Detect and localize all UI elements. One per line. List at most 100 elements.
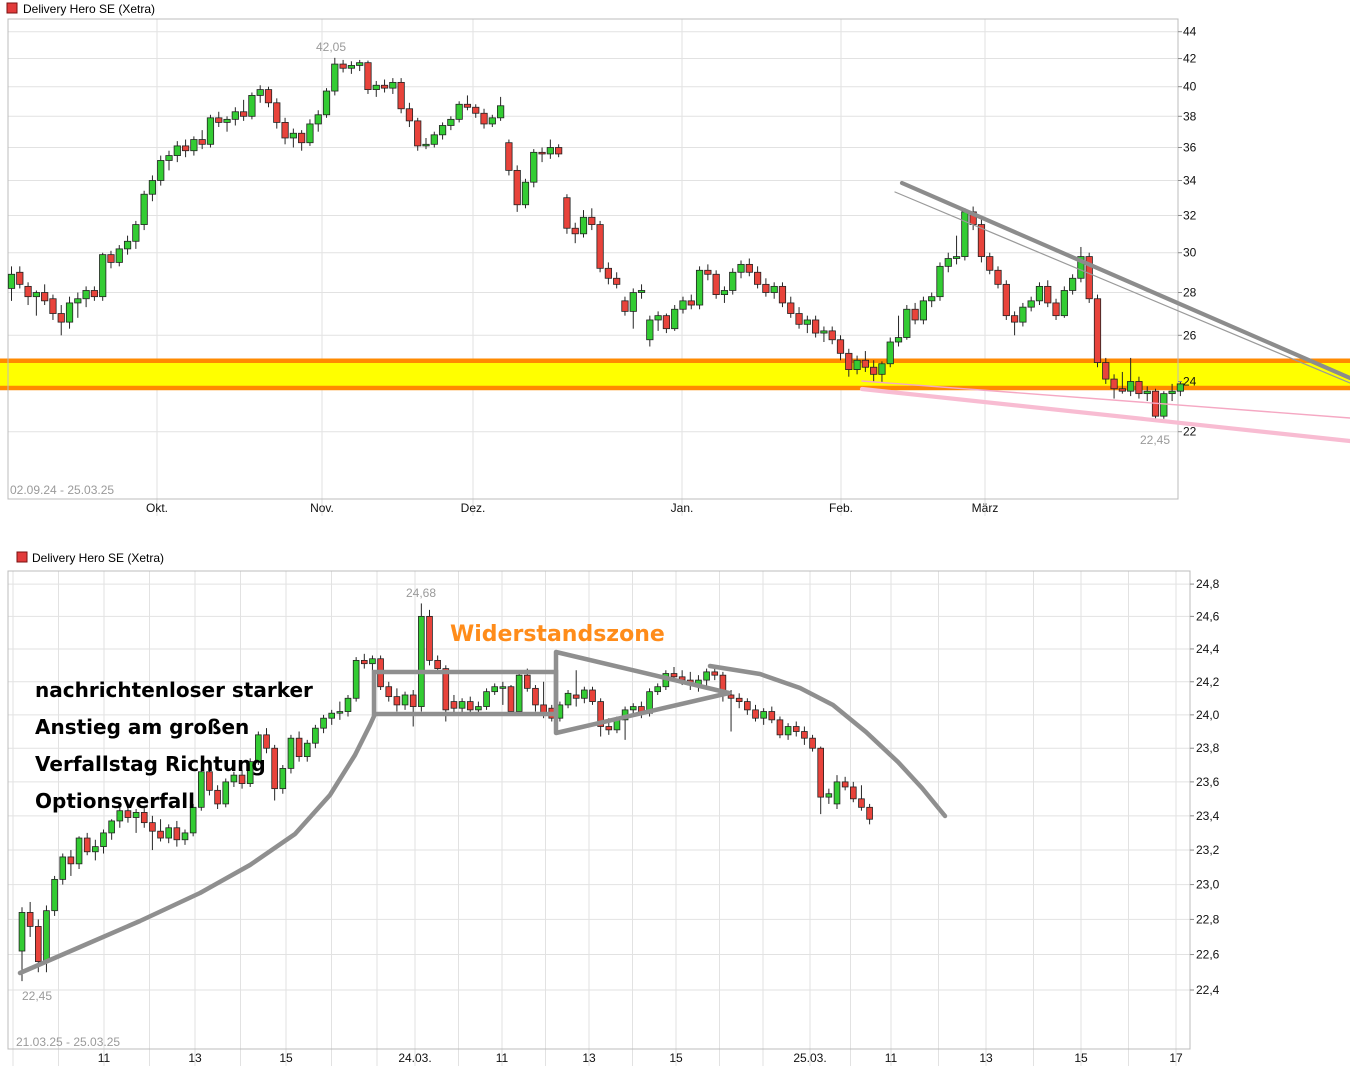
candle-down (124, 802, 132, 823)
legend-label-intraday: Delivery Hero SE (Xetra) (32, 551, 164, 565)
candle-body (1168, 390, 1176, 395)
candle-body (1044, 285, 1052, 304)
candle-body (762, 283, 770, 293)
price-tick-label: 23,2 (1196, 843, 1220, 857)
candle-body (744, 701, 751, 711)
candle-up (729, 268, 737, 295)
candle-up (75, 836, 83, 870)
candle-up (564, 690, 572, 709)
price-axis: 44 42 40 38 36 34 32 30 28 26 24 22 (1178, 25, 1197, 439)
candle-body (328, 712, 335, 719)
candle-body (515, 674, 523, 712)
candle-body (936, 265, 944, 298)
candle-up (455, 101, 463, 123)
candle-up (7, 266, 16, 301)
candle-down (861, 351, 869, 372)
candle-body (994, 269, 1002, 285)
candle-down (977, 219, 986, 263)
trendline (894, 191, 1350, 384)
candle-body (1019, 306, 1027, 323)
candle-body (977, 224, 986, 257)
candle-up (418, 603, 425, 712)
candle-body (1110, 378, 1118, 390)
candle-body (83, 837, 91, 853)
price-tick-label: 23,0 (1196, 878, 1220, 892)
candle-body (418, 615, 425, 707)
time-tick-label: 17 (1169, 1051, 1183, 1065)
candle-body (90, 290, 98, 298)
candle-up (1168, 383, 1176, 402)
candle-up (256, 85, 264, 103)
candle-body (828, 330, 836, 341)
candle-body (787, 302, 795, 314)
candle-down (596, 220, 604, 273)
trendline (707, 663, 948, 819)
time-tick-label: 13 (188, 1051, 202, 1065)
candle-down (198, 130, 206, 150)
candle-down (589, 686, 596, 705)
candle-up (488, 114, 496, 128)
candle-down (801, 726, 808, 745)
time-tick-label: 25.03. (793, 1051, 826, 1065)
time-tick-label: 15 (279, 1051, 293, 1065)
candle-up (173, 141, 181, 163)
candle-down (264, 86, 273, 108)
candle-down (385, 681, 393, 702)
candle-up (74, 292, 82, 318)
arrow-shape (553, 649, 732, 736)
candle-body (836, 339, 845, 354)
candle-body (711, 671, 719, 676)
price-tick-label: 24 (1183, 374, 1197, 388)
trendline (861, 380, 1350, 419)
candle-body (752, 709, 759, 719)
candle-down (1135, 376, 1143, 399)
price-tick-label: 24,6 (1196, 609, 1220, 623)
time-tick-label: 15 (1074, 1051, 1088, 1065)
candle-down (850, 781, 857, 803)
candle-body (360, 659, 368, 665)
candle-down (792, 721, 800, 737)
candle-body (483, 691, 490, 707)
candle-up (255, 731, 262, 766)
candle-down (397, 78, 405, 114)
candle-body (165, 155, 173, 161)
candle-body (352, 659, 360, 699)
candle-down (911, 302, 919, 325)
candle-body (295, 737, 303, 758)
candle-up (952, 235, 961, 265)
price-tick-label: 28 (1183, 286, 1197, 300)
candle-body (555, 147, 563, 155)
candle-up (306, 119, 314, 146)
candle-body (704, 269, 712, 275)
candle-up (108, 819, 115, 840)
candle-body (505, 142, 513, 171)
candle-body (589, 689, 596, 702)
candle-up (32, 290, 40, 316)
legend-swatch-intraday (16, 551, 28, 563)
support-zone-band (0, 360, 1350, 389)
candle-up (320, 714, 327, 734)
candle-up (438, 122, 447, 140)
candle-up (336, 701, 344, 720)
price-gridlines (8, 583, 1190, 991)
candle-up (646, 315, 654, 347)
candle-down (206, 765, 213, 796)
candle-body (903, 308, 911, 338)
candle-up (157, 155, 165, 186)
candle-body (422, 143, 430, 147)
candle-up (629, 288, 637, 329)
candle-body (344, 697, 352, 712)
candle-down (571, 222, 579, 244)
candle-body (596, 224, 604, 269)
candle-up (515, 671, 523, 715)
candle-down (480, 108, 488, 129)
candle-body (222, 781, 230, 805)
candle-up (803, 315, 811, 334)
candle-body (1069, 277, 1077, 291)
candle-body (18, 912, 26, 952)
candle-body (7, 273, 16, 289)
candle-down (613, 272, 621, 289)
candle-body (49, 298, 57, 314)
time-gridlines (156, 19, 986, 516)
candle-body (679, 300, 687, 310)
